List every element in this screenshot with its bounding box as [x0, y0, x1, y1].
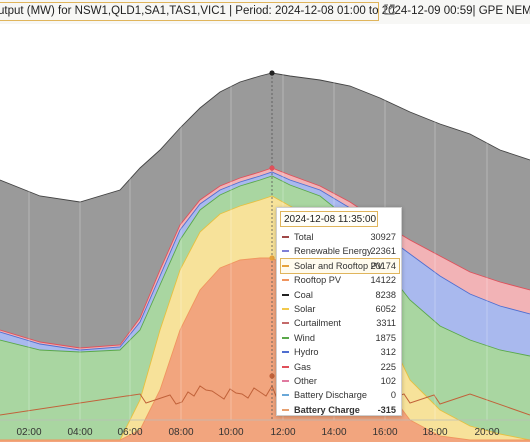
x-tick-label: 04:00 — [67, 427, 92, 438]
series-swatch-icon — [282, 380, 289, 382]
series-swatch-icon — [282, 279, 289, 282]
series-edge-solarpv — [0, 257, 530, 441]
tooltip-row-label: Coal — [294, 289, 313, 300]
series-swatch-icon — [282, 250, 289, 253]
hover-point-marker — [269, 70, 275, 76]
chart-title-bar: utput (MW) for NSW1,QLD1,SA1,TAS1,VIC1 |… — [0, 0, 530, 24]
series-swatch-icon — [282, 308, 289, 310]
series-swatch-icon — [282, 394, 289, 397]
series-edge-wind — [0, 175, 530, 357]
tooltip-row-value: 20174 — [370, 260, 396, 271]
tooltip-row-label: Other — [294, 376, 317, 386]
tooltip-row-value: 102 — [380, 376, 396, 386]
tooltip-row-value: 0 — [390, 390, 396, 401]
series-swatch-icon — [282, 408, 289, 411]
tooltip-row-value: 14122 — [370, 275, 396, 286]
series-swatch-icon — [282, 365, 289, 368]
tooltip-row-label: Renewable Energy — [294, 246, 372, 257]
tooltip-row-value: -315 — [377, 404, 396, 415]
tooltip-row: Gas 225 — [281, 360, 399, 374]
tooltip-row-label: Battery Charge — [294, 404, 360, 415]
series-swatch-icon — [282, 351, 289, 354]
tooltip-row: Rooftop PV 14122 — [281, 273, 399, 287]
tooltip-row-label: Solar — [294, 304, 316, 314]
x-tick-label: 20:00 — [474, 427, 499, 438]
hover-point-marker — [269, 255, 275, 261]
hover-point-marker — [269, 165, 275, 171]
chart-title: utput (MW) for NSW1,QLD1,SA1,TAS1,VIC1 |… — [0, 5, 530, 17]
tooltip-row-value: 6052 — [375, 304, 396, 314]
tooltip-row-value: 1875 — [375, 332, 396, 343]
x-tick-label: 08:00 — [168, 427, 193, 438]
tooltip-timestamp: 2024-12-08 11:35:00 — [280, 211, 378, 227]
generation-stack-chart[interactable]: 02:00 04:00 06:00 08:00 10:00 12:00 14:00 16:00… — [0, 24, 530, 442]
series-edge-total — [0, 72, 530, 203]
series-swatch-icon — [282, 236, 289, 238]
series-swatch-icon — [282, 322, 289, 325]
x-tick-label: 16:00 — [372, 427, 397, 438]
x-tick-label: 10:00 — [218, 427, 243, 438]
tooltip-row-label: Rooftop PV — [294, 275, 341, 286]
tooltip-row-value: 8238 — [375, 289, 396, 300]
series-edge-hydro — [0, 171, 530, 351]
tooltip-row: Battery Charge -315 — [281, 403, 399, 417]
tooltip-row: Renewable Energy 22361 — [281, 244, 399, 258]
tooltip-row-value: 312 — [380, 347, 396, 358]
series-swatch-icon — [282, 293, 289, 296]
tooltip-row: Battery Discharge 0 — [281, 388, 399, 402]
x-tick-label: 14:00 — [321, 427, 346, 438]
chart-title-frame — [0, 2, 379, 21]
tooltip-row: Wind 1875 — [281, 331, 399, 345]
tooltip-row-value: 22361 — [370, 246, 396, 257]
tooltip-row: Total 30927 — [281, 230, 399, 244]
tooltip-row-label: Total — [294, 232, 314, 242]
x-tick-label: 12:00 — [270, 427, 295, 438]
tooltip-row-label: Solar and Rooftop PV — [294, 260, 383, 271]
series-area-solar-and-rooftop-pv — [0, 258, 530, 442]
tooltip-row-label: Wind — [294, 332, 315, 343]
hover-tooltip: 2024-12-08 11:35:00 Total 30927 Renewable … — [276, 207, 402, 416]
series-edge-solar — [0, 195, 530, 441]
hover-point-marker — [269, 373, 275, 379]
tooltip-row: Hydro 312 — [281, 345, 399, 359]
tooltip-row-value: 30927 — [370, 232, 396, 242]
x-tick-label: 06:00 — [117, 427, 142, 438]
tooltip-row: Curtailment 3311 — [281, 316, 399, 330]
tooltip-row-label: Curtailment — [294, 318, 341, 329]
series-swatch-icon — [282, 264, 289, 267]
x-tick-label: 18:00 — [422, 427, 447, 438]
series-swatch-icon — [282, 336, 289, 339]
tooltip-row: Solar 6052 — [281, 302, 399, 316]
tooltip-row: Coal 8238 — [281, 288, 399, 302]
tooltip-row-label: Gas — [294, 361, 311, 372]
external-link-icon[interactable] — [384, 4, 396, 16]
tooltip-row-label: Battery Discharge — [294, 390, 368, 401]
x-tick-label: 02:00 — [16, 427, 41, 438]
series-edge-gas — [0, 167, 530, 349]
tooltip-row-value: 3311 — [376, 318, 396, 329]
tooltip-row-label: Hydro — [294, 347, 319, 358]
tooltip-row: Solar and Rooftop PV 20174 — [280, 257, 400, 274]
tooltip-row: Other 102 — [281, 374, 399, 388]
tooltip-row-value: 225 — [380, 361, 396, 372]
